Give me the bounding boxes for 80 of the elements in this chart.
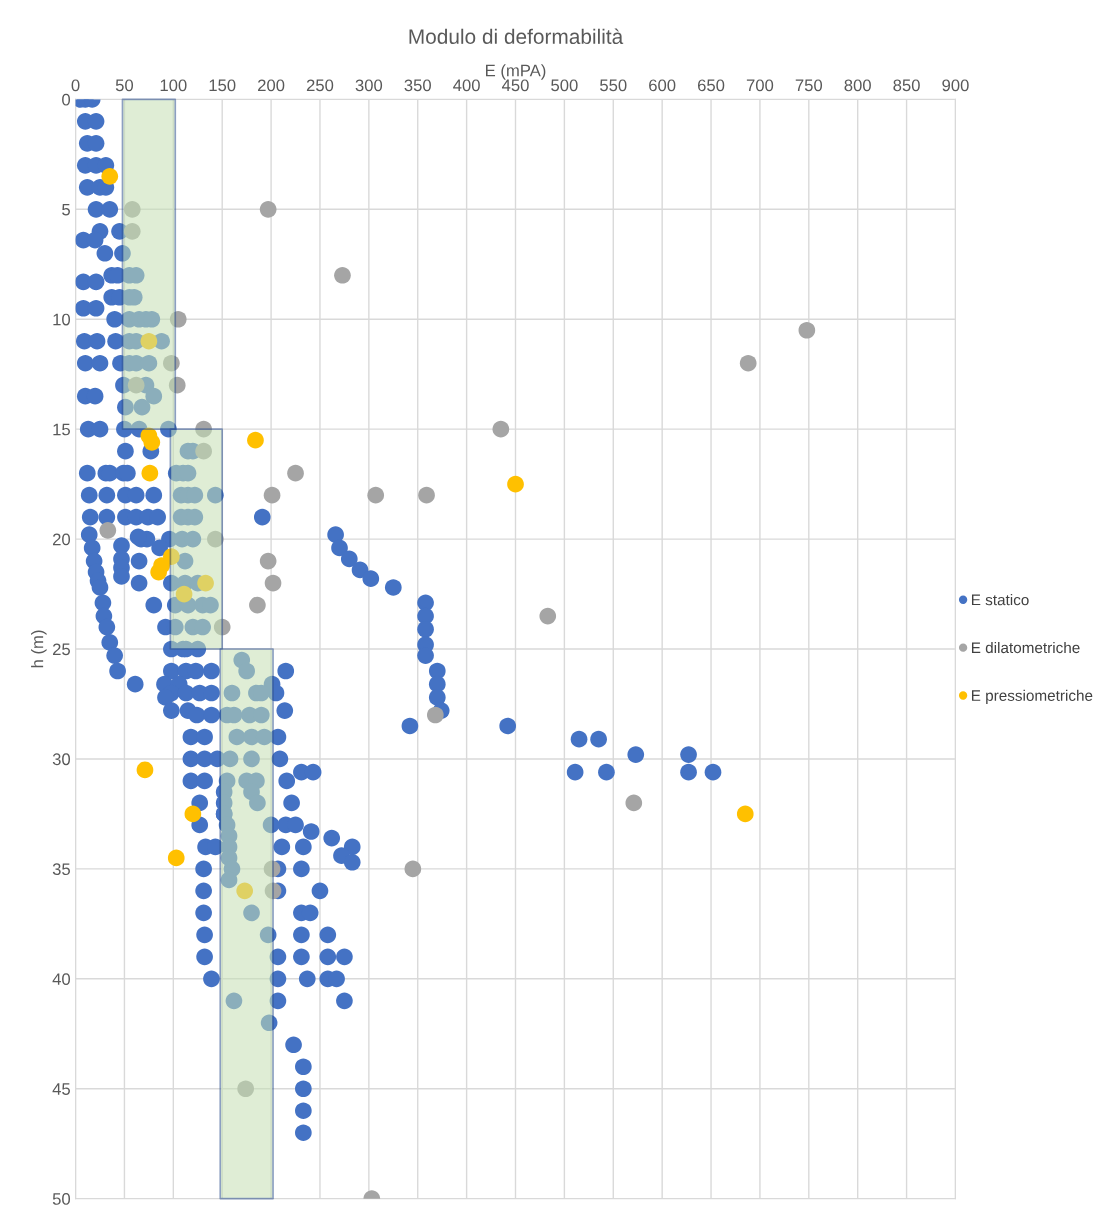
point [169,310,187,328]
point [798,321,816,339]
x-tick-label: 850 [893,79,920,92]
y-tick-label: 20 [52,533,71,546]
point [736,805,754,823]
y-tick-label: 35 [52,863,70,876]
point [507,475,524,493]
x-tick-label: 150 [209,79,236,92]
x-tick-label: 100 [160,79,187,92]
point [264,882,282,900]
point [263,860,281,878]
point [404,860,422,878]
x-tick-label: 600 [649,79,676,92]
point [123,200,141,218]
point [249,596,266,614]
point [259,552,277,570]
point [236,882,254,900]
point [334,266,351,284]
point [739,354,757,372]
point [263,486,281,504]
point [197,574,214,592]
x-tick-label: 700 [746,79,774,92]
x-tick-label: 900 [942,79,969,92]
y-tick-label: 45 [52,1083,70,1095]
point [259,200,277,218]
x-tick-label: 450 [501,79,529,92]
point [264,574,282,592]
y-tick-label: 30 [52,753,71,766]
point [418,486,435,504]
x-tick-label: 350 [404,79,431,92]
x-tick-label: 750 [795,79,823,92]
point [207,530,224,548]
x-tick-label: 0 [71,79,80,92]
point [427,706,444,724]
x-tick-label: 500 [551,79,578,92]
y-tick-label: 5 [62,203,70,216]
x-tick-label: 300 [355,79,383,92]
x-tick-label: 550 [600,79,627,92]
point [143,434,161,451]
point [539,607,557,625]
point [247,431,264,449]
point [101,168,119,185]
point [136,761,154,779]
x-tick-label: 50 [115,79,134,92]
point [367,486,385,504]
point [625,794,643,812]
point [492,420,510,438]
point [141,464,159,482]
point [163,354,180,372]
y-tick-label: 40 [52,973,71,986]
point [195,420,212,438]
legend-label: E statico [971,594,1029,606]
y-tick-label: 0 [62,93,71,106]
x-tick-label: 250 [306,79,334,92]
x-axis-title: E (mPA) [486,64,546,80]
x-tick-label: 200 [258,79,285,92]
chart-title: Modulo di deformabilità [409,28,624,45]
x-tick-label: 650 [697,79,725,92]
point [123,222,141,240]
point [167,849,185,867]
point [99,521,117,539]
point [127,376,145,394]
x-tick-label: 800 [844,79,871,92]
x-tick-label: 400 [453,79,480,92]
point [195,442,212,460]
point [287,464,304,482]
point [175,585,193,603]
point [184,805,202,823]
y-tick-label: 10 [53,313,71,326]
legend-label: E pressiometriche [971,689,1093,704]
y-tick-label: 50 [52,1193,71,1205]
point [213,618,231,636]
point [168,376,186,394]
point [140,332,158,350]
y-tick-label: 25 [52,643,70,656]
point [237,1080,254,1098]
point [150,563,167,581]
y-axis-title: h (m) [31,630,47,668]
legend-label: E dilatometriche [971,641,1080,654]
y-tick-label: 15 [53,423,70,436]
